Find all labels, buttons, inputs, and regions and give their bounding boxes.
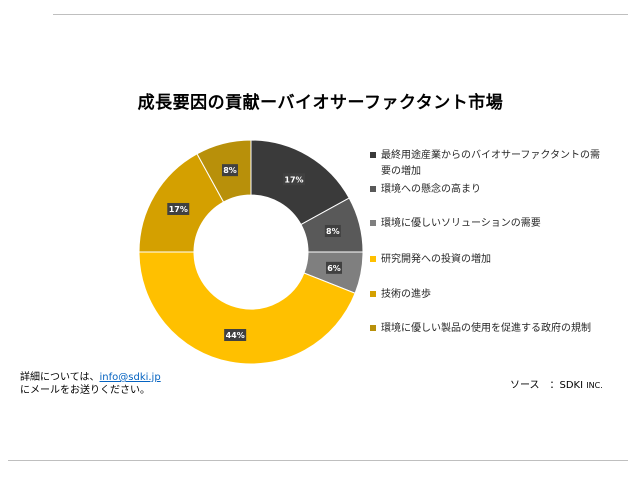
legend-swatch — [370, 220, 376, 226]
legend-label: 環境に優しいソリューションの需要 — [381, 218, 541, 229]
slice-data-label-5: 17% — [167, 202, 190, 215]
email-link[interactable]: info@sdki.jp — [99, 372, 161, 383]
svg-text:8%: 8% — [326, 227, 340, 236]
legend-label: 技術の進歩 — [381, 289, 431, 300]
svg-text:44%: 44% — [226, 331, 245, 340]
svg-text:17%: 17% — [284, 175, 303, 184]
legend-swatch — [370, 291, 376, 297]
bottom-divider — [8, 460, 628, 461]
legend-swatch — [370, 186, 376, 192]
contact-prefix: 詳細については、 — [20, 372, 100, 383]
slice-data-label-1: 17% — [283, 173, 306, 186]
legend-item-1: 最終用途産業からのバイオサーファクタントの需要の増加 — [370, 148, 606, 180]
svg-text:6%: 6% — [327, 264, 341, 273]
contact-note: 詳細については、info@sdki.jp にメールをお送りください。 — [20, 371, 161, 397]
legend-label: 環境に優しい製品の使用を促進する政府の規制 — [381, 323, 591, 334]
svg-text:8%: 8% — [223, 166, 237, 175]
contact-line2: にメールをお送りください。 — [20, 385, 150, 396]
legend-swatch — [370, 152, 376, 158]
svg-text:17%: 17% — [169, 205, 188, 214]
chart-title: 成長要因の貢献ーバイオサーファクタント市場 — [137, 93, 504, 113]
slice-data-label-4: 44% — [224, 329, 247, 342]
legend-item-3: 環境に優しいソリューションの需要 — [370, 216, 606, 232]
legend-item-6: 環境に優しい製品の使用を促進する政府の規制 — [370, 321, 606, 337]
legend-item-2: 環境への懸念の高まり — [370, 182, 606, 198]
slice-data-label-2: 8% — [324, 224, 341, 237]
legend-label: 研究開発への投資の増加 — [381, 254, 491, 265]
donut-slice-4 — [138, 251, 356, 365]
slice-data-label-6: 8% — [221, 164, 238, 177]
legend-swatch — [370, 256, 376, 262]
legend-label: 最終用途産業からのバイオサーファクタントの需要の増加 — [381, 150, 600, 177]
legend-label: 環境への懸念の高まり — [381, 184, 481, 195]
slice-data-label-3: 6% — [326, 261, 343, 274]
legend-swatch — [370, 325, 376, 331]
source-suffix: INC. — [586, 381, 603, 390]
legend-item-4: 研究開発への投資の増加 — [370, 252, 606, 268]
legend-item-5: 技術の進歩 — [370, 287, 606, 303]
donut-chart: 17% 8% 6% 44% 17% 8% — [138, 139, 364, 365]
top-divider — [53, 14, 628, 15]
source-note: ソース ：SDKI INC. — [510, 376, 603, 391]
source-label: ソース ：SDKI — [510, 380, 584, 391]
